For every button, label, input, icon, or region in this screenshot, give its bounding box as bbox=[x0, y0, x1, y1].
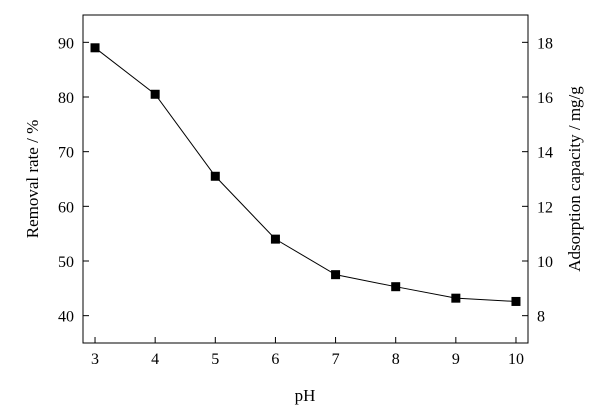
y-tick-label: 50 bbox=[58, 254, 74, 271]
y2-tick-label: 10 bbox=[537, 254, 553, 271]
y-axis-label: Removal rate / % bbox=[23, 120, 42, 239]
data-point-ph-6 bbox=[270, 234, 280, 244]
x-tick-label: 5 bbox=[211, 351, 219, 368]
x-tick-label: 7 bbox=[332, 351, 340, 368]
data-point-ph-8 bbox=[391, 282, 401, 292]
ticks-layer: 3 4 5 6 7 8 9 10 40 50 60 70 80 90 8 10 12 14 16 18 bbox=[58, 35, 553, 368]
data-point-ph-5 bbox=[210, 171, 220, 181]
data-point-ph-3 bbox=[90, 43, 100, 53]
data-point-ph-7 bbox=[331, 270, 341, 280]
x-tick-label: 8 bbox=[392, 351, 400, 368]
data-point-ph-10 bbox=[511, 296, 521, 306]
series-layer bbox=[90, 43, 521, 306]
plot-frame bbox=[82, 14, 529, 344]
y2-tick-label: 12 bbox=[537, 199, 553, 216]
x-tick-label: 10 bbox=[508, 351, 524, 368]
x-tick-label: 3 bbox=[91, 351, 99, 368]
x-tick-label: 4 bbox=[151, 351, 159, 368]
y2-tick-label: 8 bbox=[537, 309, 545, 326]
y2-tick-label: 14 bbox=[537, 145, 553, 162]
x-tick-label: 9 bbox=[452, 351, 460, 368]
y-tick-label: 40 bbox=[58, 309, 74, 326]
x-axis-label: pH bbox=[295, 386, 316, 405]
y-tick-label: 70 bbox=[58, 145, 74, 162]
series-line bbox=[94, 47, 517, 302]
y-tick-label: 80 bbox=[58, 90, 74, 107]
data-point-ph-9 bbox=[451, 293, 461, 303]
y2-tick-label: 18 bbox=[537, 35, 553, 52]
y-tick-label: 60 bbox=[58, 199, 74, 216]
data-point-ph-4 bbox=[150, 89, 160, 99]
y-tick-label: 90 bbox=[58, 35, 74, 52]
x-tick-label: 6 bbox=[271, 351, 279, 368]
y2-axis-label: Adsorption capacity / mg/g bbox=[565, 86, 584, 272]
y2-tick-label: 16 bbox=[537, 90, 553, 107]
